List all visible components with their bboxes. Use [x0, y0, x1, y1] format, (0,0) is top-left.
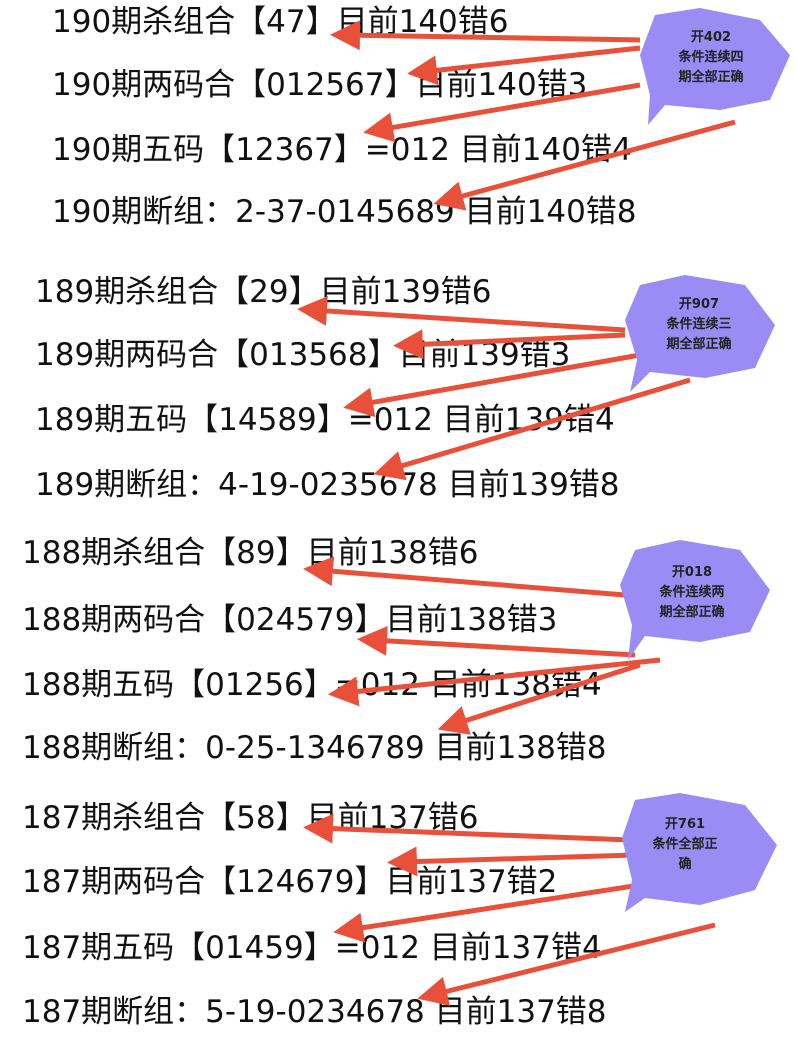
break-group-line: 190期断组：2-37-0145689 目前140错8 — [52, 194, 637, 230]
two-code-line: 187期两码合【124679】目前137错2 — [22, 864, 558, 900]
two-code-line: 190期两码合【012567】目前140错3 — [52, 67, 588, 103]
bubble-188 — [620, 540, 770, 660]
arrows — [297, 20, 736, 1006]
kill-combo-line: 188期杀组合【89】目前138错6 — [22, 535, 479, 571]
bubble-187 — [622, 793, 777, 912]
arrow — [387, 846, 636, 877]
bubble-text-190: 开402 条件连续四 期全部正确 — [656, 28, 766, 88]
arrow — [437, 662, 641, 735]
break-group-line: 188期断组：0-25-1346789 目前138错8 — [22, 730, 607, 766]
speech-bubbles — [620, 8, 790, 912]
bubble-line: 确 — [678, 857, 692, 872]
bubble-line: 条件连续三 — [666, 317, 732, 332]
bubble-line: 期全部正确 — [678, 70, 744, 85]
arrow — [393, 329, 626, 360]
bubble-line: 开761 — [664, 817, 706, 832]
bubble-190 — [640, 8, 790, 125]
arrow — [363, 82, 641, 143]
bubble-line: 期全部正确 — [666, 337, 732, 352]
bubble-line: 开907 — [678, 297, 720, 312]
arrow — [433, 119, 736, 211]
bubble-line: 开402 — [690, 30, 732, 45]
bubble-line: 条件全部正 — [652, 837, 718, 852]
bubble-line: 条件连续四 — [678, 50, 744, 65]
arrow — [357, 625, 636, 658]
bubble-line: 期全部正确 — [659, 605, 725, 620]
arrow — [417, 922, 716, 1006]
arrow — [303, 813, 631, 844]
five-code-line: 190期五码【12367】=012 目前140错4 — [52, 132, 632, 168]
bubble-189 — [625, 275, 775, 392]
arrow — [330, 20, 641, 51]
arrow — [333, 882, 641, 943]
arrow — [343, 352, 641, 418]
kill-combo-line: 189期杀组合【29】目前139错6 — [35, 274, 492, 310]
arrow — [303, 556, 626, 598]
bubble-line: 开018 — [671, 565, 713, 580]
bubble-text-188: 开018 条件连续两 期全部正确 — [637, 563, 747, 623]
bubble-line: 条件连续两 — [659, 585, 725, 600]
break-group-line: 189期断组：4-19-0235678 目前139错8 — [35, 467, 620, 503]
bubble-text-187: 开761 条件全部正 确 — [630, 815, 740, 875]
arrow — [297, 295, 626, 333]
bubble-text-189: 开907 条件连续三 期全部正确 — [644, 295, 754, 355]
five-code-line: 187期五码【01459】=012 目前137错4 — [22, 930, 602, 966]
arrow — [328, 657, 661, 707]
arrow — [407, 45, 641, 86]
arrow — [373, 377, 691, 481]
two-code-line: 188期两码合【024579】目前138错3 — [22, 602, 558, 638]
break-group-line: 187期断组：5-19-0234678 目前137错8 — [22, 994, 607, 1030]
